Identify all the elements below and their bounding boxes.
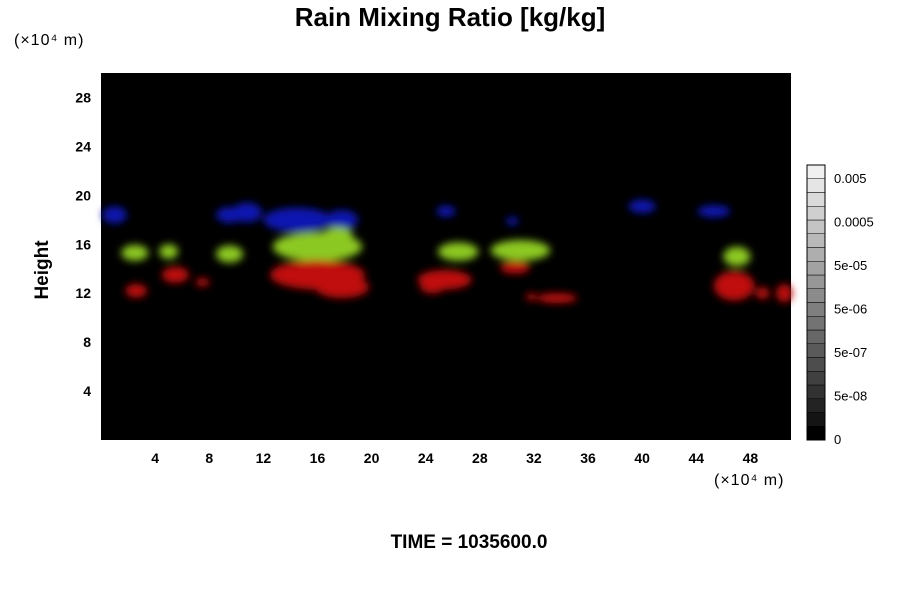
rain-region-top [263,207,332,233]
x-tick-label: 12 [256,450,272,466]
colorbar-tick-label: 0.0005 [834,215,874,230]
y-tick-label: 8 [83,334,91,350]
rain-region-top [697,205,731,218]
colorbar-swatch [806,192,826,207]
x-tick-label: 48 [743,450,759,466]
rain-region-bottom [125,284,147,298]
time-label: TIME = 1035600.0 [390,532,548,553]
colorbar-swatch [806,343,826,358]
x-tick-label: 44 [689,450,705,466]
x-tick-label: 28 [472,450,488,466]
colorbar-swatch [806,398,826,413]
y-axis-unit-label: (×10⁴ m) [14,32,85,49]
colorbar-frame [806,164,826,441]
rain-region-top [436,205,456,217]
colorbar-tick-label: 0.005 [834,171,867,186]
rain-region-middle [121,244,149,261]
y-tick-label: 12 [75,285,91,301]
rain-region-top [628,199,656,214]
colorbar-swatch [806,233,826,248]
x-tick-label: 4 [151,450,159,466]
x-tick-label: 20 [364,450,380,466]
x-tick-label: 8 [205,450,213,466]
y-tick-label: 20 [75,187,91,203]
rain-region-bottom [314,276,369,299]
rain-region-bottom [195,277,210,287]
rain-region-bottom [420,280,445,294]
colorbar-swatch [806,316,826,331]
rain-region-top [506,216,519,226]
rain-region-middle [216,245,244,263]
colorbar-swatch [806,384,826,399]
colorbar-swatch [806,164,826,179]
y-tick-label: 16 [75,236,91,252]
colorbar-tick-label: 5e-07 [834,345,867,360]
colorbar-swatch [806,288,826,303]
x-tick-label: 36 [580,450,596,466]
y-tick-label: 24 [75,138,91,154]
rain-region-top [102,206,127,224]
rain-region-bottom [536,293,578,303]
x-tick-label: 24 [418,450,434,466]
x-tick-label: 40 [634,450,650,466]
rain-regions [102,199,793,303]
colorbar-swatch [806,426,826,441]
colorbar-swatch [806,261,826,276]
chart-title: Rain Mixing Ratio [kg/kg] [294,2,606,32]
x-axis-unit-label: (×10⁴ m) [714,472,785,489]
x-axis-ticks: 4 8 12 16 20 24 28 32 36 40 44 48 [151,450,758,466]
x-tick-label: 16 [310,450,326,466]
y-tick-label: 28 [75,89,91,105]
y-axis-ticks: 4 8 12 16 20 24 28 [75,89,91,399]
colorbar-tick-label: 0 [834,432,841,447]
colorbar-tick-label: 5e-08 [834,389,867,404]
rain-region-middle [437,242,479,261]
colorbar-tick-label: 5e-06 [834,302,867,317]
x-tick-label: 32 [526,450,542,466]
rain-region-bottom [161,266,189,283]
colorbar: 0 5e-08 5e-07 5e-06 5e-05 0.0005 0.005 [806,164,874,447]
y-tick-label: 4 [83,383,91,399]
rain-region-middle [723,246,751,267]
colorbar-swatch [806,178,826,193]
colorbar-swatch [806,206,826,221]
rain-region-top [232,202,262,223]
colorbar-swatch [806,412,826,427]
rain-region-bottom [776,284,793,303]
colorbar-swatch [806,247,826,262]
colorbar-swatch [806,219,826,234]
colorbar-tick-label: 5e-05 [834,258,867,273]
colorbar-swatch [806,357,826,372]
rain-region-bottom [713,271,755,301]
colorbar-swatch [806,302,826,317]
rain-region-bottom [525,293,537,301]
colorbar-swatch [806,371,826,386]
colorbar-swatch [806,274,826,289]
rain-region-middle [490,239,551,261]
rain-region-top [325,210,359,230]
rain-region-middle [322,227,353,242]
colorbar-swatch [806,329,826,344]
rain-region-bottom [755,287,770,300]
rain-region-bottom [500,261,530,274]
rain-region-middle [159,244,179,259]
